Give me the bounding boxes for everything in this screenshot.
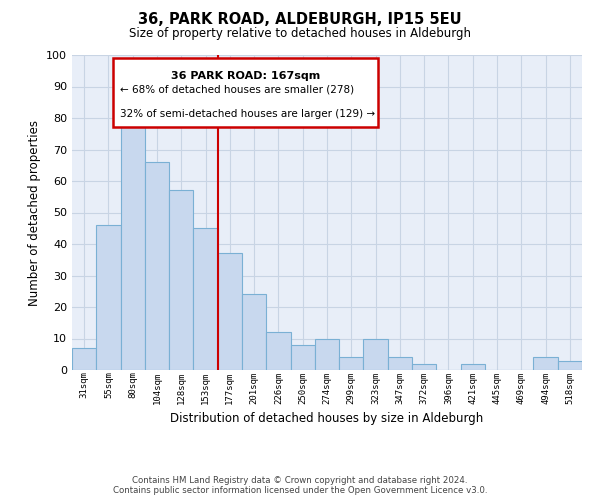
Text: Contains HM Land Registry data © Crown copyright and database right 2024.
Contai: Contains HM Land Registry data © Crown c… — [113, 476, 487, 495]
Bar — [266, 332, 290, 370]
Text: ← 68% of detached houses are smaller (278): ← 68% of detached houses are smaller (27… — [121, 84, 355, 94]
Bar — [461, 364, 485, 370]
Bar — [364, 338, 388, 370]
Bar — [96, 225, 121, 370]
Bar — [218, 254, 242, 370]
Bar — [290, 345, 315, 370]
Bar — [339, 358, 364, 370]
Bar — [388, 358, 412, 370]
Bar — [412, 364, 436, 370]
Bar — [169, 190, 193, 370]
Bar — [121, 121, 145, 370]
Text: 32% of semi-detached houses are larger (129) →: 32% of semi-detached houses are larger (… — [121, 108, 376, 118]
Bar — [72, 348, 96, 370]
Text: Size of property relative to detached houses in Aldeburgh: Size of property relative to detached ho… — [129, 28, 471, 40]
Bar — [145, 162, 169, 370]
Bar — [315, 338, 339, 370]
Y-axis label: Number of detached properties: Number of detached properties — [28, 120, 41, 306]
FancyBboxPatch shape — [113, 58, 378, 128]
Bar — [558, 360, 582, 370]
Text: 36 PARK ROAD: 167sqm: 36 PARK ROAD: 167sqm — [171, 70, 320, 81]
X-axis label: Distribution of detached houses by size in Aldeburgh: Distribution of detached houses by size … — [170, 412, 484, 425]
Bar — [193, 228, 218, 370]
Bar — [533, 358, 558, 370]
Text: 36, PARK ROAD, ALDEBURGH, IP15 5EU: 36, PARK ROAD, ALDEBURGH, IP15 5EU — [138, 12, 462, 28]
Bar — [242, 294, 266, 370]
